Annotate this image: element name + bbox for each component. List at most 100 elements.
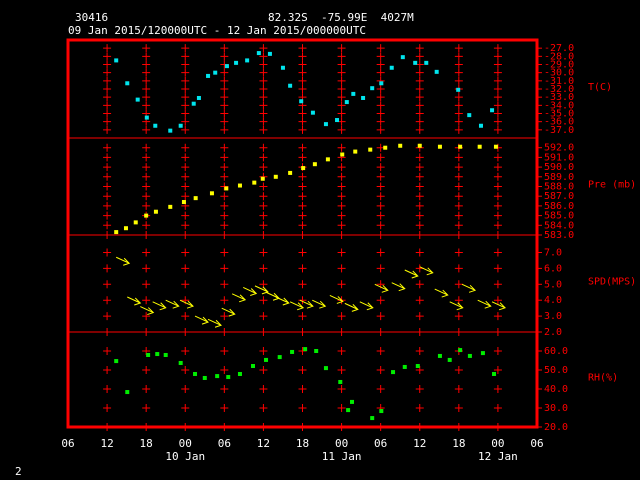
- data-point: [402, 364, 407, 369]
- arrow-shape: [419, 266, 434, 276]
- arrow-shape: [231, 293, 247, 303]
- wind-arrow: [194, 315, 209, 325]
- data-point: [350, 399, 355, 404]
- arrow-shape: [299, 299, 314, 309]
- grid-cross: [493, 76, 502, 85]
- time-period: 09 Jan 2015/120000UTC - 12 Jan 2015/0000…: [68, 24, 366, 37]
- wind-arrow: [243, 287, 258, 296]
- data-point: [135, 97, 140, 102]
- grid-cross: [376, 248, 385, 257]
- grid-cross: [493, 85, 502, 93]
- grid-cross: [337, 76, 346, 85]
- data-point: [370, 416, 375, 421]
- grid-cross: [142, 153, 151, 162]
- grid-cross: [337, 404, 346, 412]
- data-point: [398, 143, 403, 148]
- grid-cross: [415, 93, 424, 102]
- grid-cross: [142, 280, 151, 289]
- grid-cross: [337, 201, 346, 210]
- grid-cross: [259, 221, 268, 230]
- grid-cross: [298, 192, 307, 201]
- grid-cross: [259, 76, 268, 85]
- grid-cross: [454, 404, 463, 412]
- grid-cross: [376, 85, 385, 93]
- grid-cross: [376, 221, 385, 230]
- grid-cross: [259, 44, 268, 53]
- grid-cross: [337, 44, 346, 53]
- grid-cross: [103, 163, 112, 172]
- data-point: [245, 58, 250, 63]
- grid-cross: [415, 182, 424, 191]
- grid-cross: [220, 366, 229, 374]
- data-point: [280, 65, 285, 70]
- y-tick-label: -30.0: [544, 68, 574, 79]
- grid-cross: [220, 163, 229, 172]
- grid-cross: [454, 280, 463, 289]
- grid-cross: [415, 109, 424, 118]
- station-location: 82.32S -75.99E 4027M: [268, 11, 414, 24]
- data-point: [323, 366, 328, 371]
- grid-cross: [337, 347, 346, 355]
- grid-cross: [103, 312, 112, 321]
- wind-arrow: [179, 299, 194, 309]
- grid-cross: [103, 201, 112, 210]
- data-point: [447, 357, 452, 362]
- y-tick-label: 585.0: [544, 211, 574, 222]
- grid-cross: [259, 347, 268, 355]
- wind-arrow: [221, 307, 236, 317]
- grid-cross: [493, 385, 502, 393]
- grid-cross: [337, 385, 346, 393]
- data-point: [256, 51, 261, 56]
- grid-cross: [142, 182, 151, 191]
- grid-cross: [415, 328, 424, 336]
- data-point: [383, 145, 388, 150]
- grid-cross: [337, 231, 346, 239]
- data-point: [288, 170, 293, 175]
- panel-label: SPD(MPS): [588, 277, 636, 288]
- grid-cross: [103, 109, 112, 118]
- data-point: [370, 86, 375, 91]
- grid-cross: [337, 93, 346, 102]
- grid-cross: [415, 296, 424, 305]
- grid-cross: [220, 211, 229, 220]
- data-point: [415, 364, 420, 369]
- wind-arrow: [299, 299, 314, 309]
- grid-cross: [298, 109, 307, 118]
- y-tick-label: 586.0: [544, 201, 574, 212]
- grid-cross: [454, 385, 463, 393]
- grid-cross: [493, 117, 502, 126]
- grid-cross: [142, 143, 151, 152]
- grid-cross: [103, 385, 112, 393]
- data-point: [290, 349, 295, 354]
- date-label: 10 Jan: [165, 450, 205, 463]
- wind-arrow: [312, 299, 327, 309]
- data-point: [267, 51, 272, 56]
- grid-cross: [103, 76, 112, 85]
- grid-cross: [181, 347, 190, 355]
- grid-cross: [259, 182, 268, 191]
- grid-cross: [259, 231, 268, 239]
- grid-cross: [220, 101, 229, 110]
- grid-cross: [259, 201, 268, 210]
- wind-arrow: [374, 283, 389, 293]
- grid-cross: [259, 312, 268, 321]
- grid-cross: [298, 76, 307, 85]
- grid-cross: [493, 312, 502, 321]
- data-point: [273, 174, 278, 179]
- grid-cross: [220, 264, 229, 273]
- grid-cross: [220, 296, 229, 305]
- y-tick-label: 583.0: [544, 230, 574, 241]
- grid-cross: [493, 101, 502, 110]
- grid-cross: [103, 85, 112, 93]
- data-point: [477, 144, 482, 149]
- data-point: [338, 379, 343, 384]
- grid-cross: [376, 347, 385, 355]
- grid-cross: [376, 153, 385, 162]
- grid-cross: [142, 296, 151, 305]
- grid-cross: [220, 52, 229, 61]
- grid-cross: [337, 192, 346, 201]
- arrow-shape: [404, 269, 419, 279]
- date-label: 12 Jan: [478, 450, 518, 463]
